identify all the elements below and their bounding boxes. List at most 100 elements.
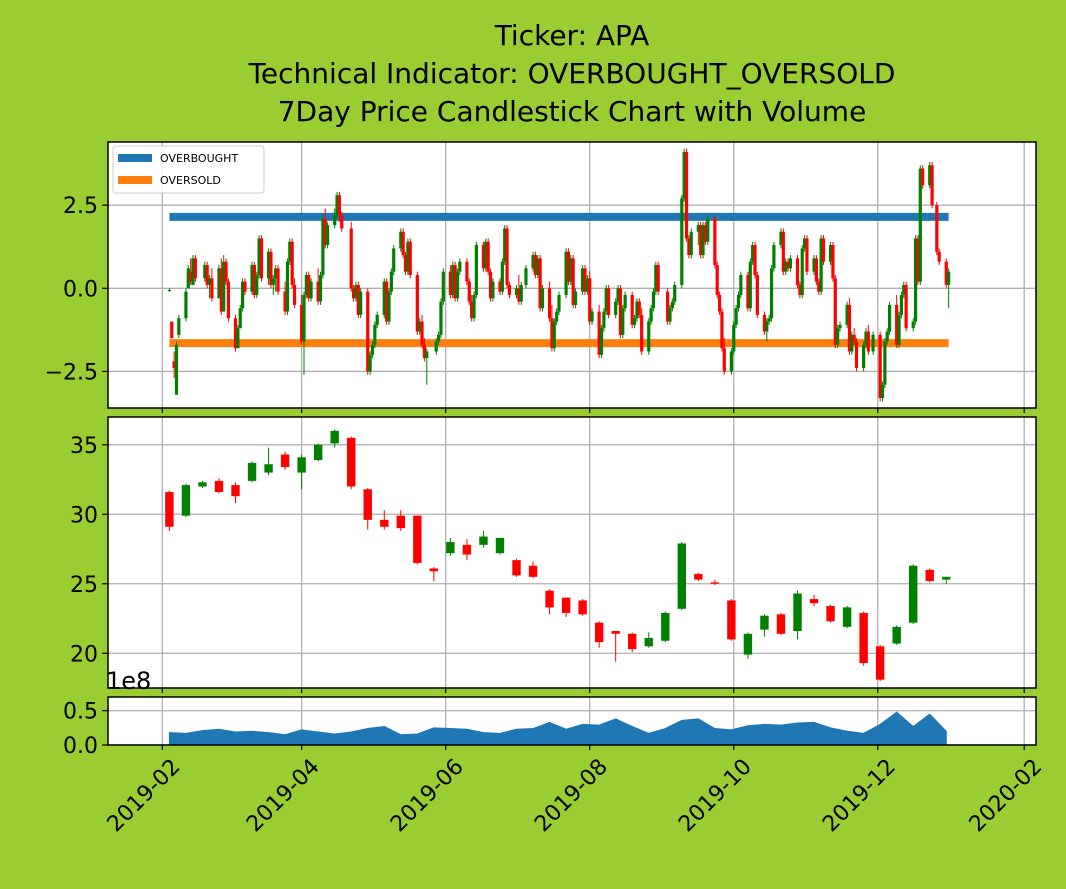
indicator-candle (373, 324, 377, 345)
indicator-candle (654, 265, 658, 292)
volume-ytick-label: 0.5 (63, 700, 98, 725)
indicator-candle (498, 281, 502, 292)
indicator-candle (531, 255, 535, 269)
indicator-candle (614, 301, 618, 315)
indicator-candle (547, 288, 552, 319)
price-candle (842, 607, 852, 627)
indicator-candle (222, 261, 226, 312)
price-candle (561, 597, 571, 613)
price-candle (594, 622, 604, 643)
indicator-candle (838, 324, 842, 329)
indicator-candle (540, 288, 545, 309)
indicator-candle (354, 284, 358, 299)
price-candle (247, 462, 257, 481)
price-candle (396, 515, 406, 529)
indicator-candle (706, 218, 710, 242)
indicator-candle (722, 348, 726, 372)
indicator-candle (755, 275, 759, 315)
indicator-candle (238, 308, 242, 329)
price-candle (925, 569, 934, 581)
indicator-candle (713, 218, 717, 266)
indicator-candle (488, 271, 493, 299)
indicator-candle (607, 288, 611, 315)
indicator-candle (240, 281, 245, 309)
price-candle (347, 437, 356, 487)
indicator-candle (904, 284, 908, 329)
indicator-candle (441, 271, 445, 302)
price-candle (512, 560, 521, 576)
indicator-candle (271, 278, 275, 285)
indicator-candle (602, 311, 606, 329)
indicator-candle (836, 328, 840, 345)
indicator-candle (307, 275, 311, 299)
indicator-candle (833, 278, 837, 345)
indicator-candle (786, 261, 790, 269)
price-candle (776, 614, 786, 634)
indicator-candle (300, 304, 304, 342)
indicator-candle (389, 271, 393, 292)
indicator-candle (762, 314, 767, 332)
indicator-candle (765, 321, 769, 332)
indicator-candle (779, 231, 783, 246)
indicator-candle (887, 304, 892, 332)
indicator-candle (184, 291, 188, 319)
price-candle (942, 576, 951, 580)
legend-label-overbought: OVERBOUGHT (160, 152, 238, 165)
indicator-candle (736, 294, 741, 309)
indicator-candle (703, 225, 708, 242)
indicator-candle (618, 288, 623, 335)
indicator-candle (571, 258, 575, 305)
indicator-candle (422, 344, 427, 359)
indicator-candle (913, 238, 918, 322)
indicator-candle (854, 341, 859, 369)
indicator-candle (666, 291, 670, 322)
indicator-candle (193, 258, 197, 279)
indicator-candle (812, 258, 816, 272)
indicator-candle (302, 294, 306, 342)
indicator-candle (895, 304, 899, 345)
indicator-candle (170, 321, 174, 339)
indicator-candle (491, 281, 495, 299)
indicator-candle (687, 238, 691, 256)
indicator-candle (255, 275, 259, 295)
indicator-candle (236, 328, 240, 349)
legend-label-oversold: OVERSOLD (160, 174, 221, 187)
indicator-candle (406, 241, 410, 272)
indicator-candle (852, 334, 856, 342)
indicator-candle (555, 311, 559, 322)
indicator-candle (753, 245, 757, 275)
price-panel-background (108, 417, 1036, 688)
indicator-legend: OVERBOUGHT OVERSOLD (112, 145, 265, 194)
indicator-candle (573, 291, 578, 305)
price-candle (479, 536, 488, 545)
price-candle (859, 612, 868, 663)
price-candle (892, 626, 901, 644)
indicator-candle (481, 245, 486, 269)
indicator-candle (387, 291, 391, 322)
indicator-candle (885, 331, 889, 342)
price-candle (413, 515, 422, 563)
indicator-candle (635, 301, 639, 319)
indicator-candle (805, 238, 809, 272)
volume-panel: 0.0 0.5 1e8 (63, 667, 1037, 759)
price-candle (677, 543, 687, 609)
indicator-candle (351, 288, 356, 299)
indicator-candle (467, 281, 471, 302)
indicator-candle (632, 318, 637, 325)
indicator-candle (274, 268, 278, 279)
indicator-candle (699, 225, 703, 256)
indicator-candle (845, 304, 849, 325)
price-candle (297, 457, 306, 473)
indicator-candle (401, 231, 405, 256)
price-candle (495, 537, 505, 554)
indicator-candle (203, 265, 207, 279)
indicator-candle (944, 261, 948, 285)
indicator-candle (207, 278, 212, 285)
price-candle (198, 482, 207, 487)
indicator-candle (897, 314, 901, 345)
price-candle (313, 444, 323, 461)
indicator-candle (585, 278, 589, 292)
indicator-candle (769, 268, 774, 319)
indicator-candle (918, 168, 922, 282)
price-ytick-label: 30 (70, 503, 98, 528)
